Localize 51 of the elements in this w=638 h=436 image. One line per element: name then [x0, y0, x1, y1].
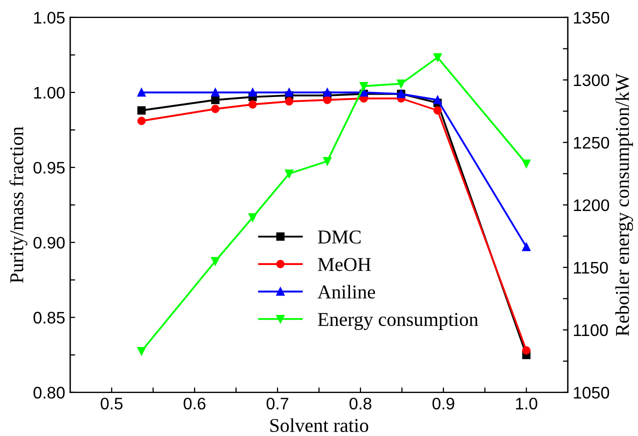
point: [433, 53, 442, 62]
point: [284, 170, 294, 178]
y2-tick-label: 1100: [574, 324, 608, 336]
y2-tick-label: 1200: [574, 199, 610, 212]
y-tick-label: 0.85: [34, 312, 65, 324]
legend-label: DMC: [318, 230, 361, 244]
point: [137, 88, 146, 97]
y-axis-title: Purity/mass fraction: [9, 126, 28, 283]
legend-label: Aniline: [318, 284, 376, 299]
legend-label: MeOH: [318, 258, 371, 272]
x-tick-label: 0.9: [432, 398, 454, 410]
y-tick-label: 0.90: [34, 236, 65, 249]
y2-tick-label: 1350: [574, 12, 610, 24]
point: [248, 213, 257, 222]
x-tick-label: 0.8: [350, 398, 372, 410]
y2-tick-label: 1250: [574, 136, 610, 149]
point: [323, 157, 332, 166]
point: [137, 106, 146, 115]
point: [433, 106, 442, 115]
y-tick-label: 1.00: [34, 86, 65, 99]
y2-axis-title: Reboiler energy consumption/kW: [615, 73, 633, 336]
point: [211, 96, 220, 104]
point: [284, 88, 294, 97]
point: [522, 346, 531, 355]
point: [137, 116, 146, 126]
point: [284, 97, 294, 106]
point: [522, 160, 531, 168]
point: [211, 256, 220, 266]
y2-tick-label: 1050: [574, 386, 610, 399]
point: [522, 242, 531, 252]
x-tick-label: 0.6: [184, 398, 206, 410]
y2-tick-label: 1150: [574, 262, 608, 274]
point: [323, 96, 332, 104]
point: [248, 100, 257, 109]
x-axis-title: Solvent ratio: [270, 418, 368, 432]
x-tick-label: 0.5: [100, 398, 123, 410]
x-tick-label: 1.0: [516, 398, 538, 410]
y2-tick-label: 1300: [574, 74, 610, 86]
legend-label: Energy consumption: [318, 312, 478, 330]
point: [433, 96, 442, 104]
point: [396, 80, 406, 88]
point: [360, 82, 368, 90]
point: [211, 88, 220, 97]
point: [137, 346, 146, 356]
point: [211, 104, 220, 114]
x-tick-label: 0.7: [266, 398, 288, 410]
y-tick-label: 1.05: [34, 12, 65, 24]
point: [323, 88, 332, 97]
y-tick-label: 0.95: [34, 162, 65, 174]
point: [248, 88, 257, 97]
y-tick-label: 0.80: [34, 386, 65, 399]
